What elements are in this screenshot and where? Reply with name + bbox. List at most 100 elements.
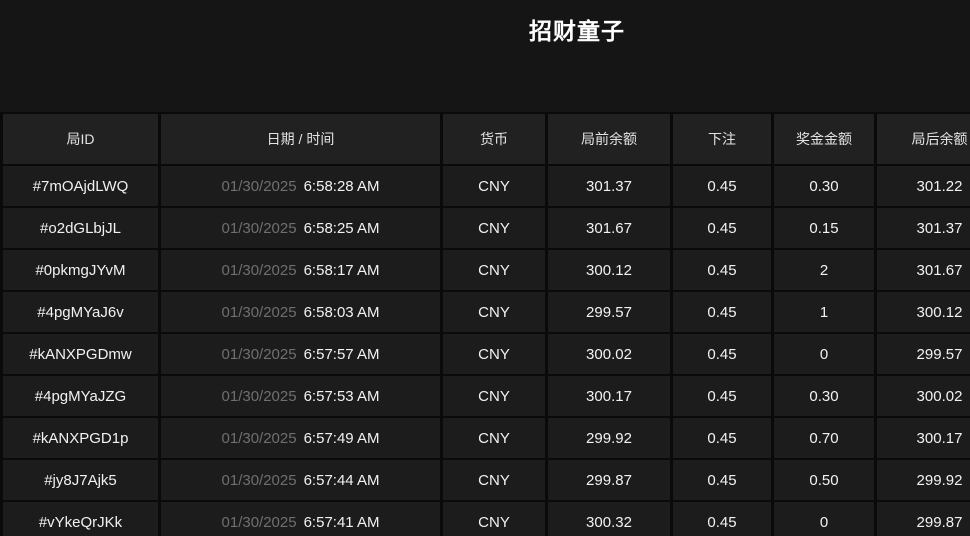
round-id-cell: #kANXPGDmw [0,332,161,376]
datetime-cell: 01/30/2025 6:57:44 AM [158,458,443,502]
history-table: 局ID 日期 / 时间 货币 局前余额 下注 奖金金额 局后余额 #7mOAjd… [0,112,970,536]
balance-before-cell: 299.92 [545,416,673,460]
datetime-cell: 01/30/2025 6:58:25 AM [158,206,443,250]
table-header-row: 局ID 日期 / 时间 货币 局前余额 下注 奖金金额 局后余额 [0,112,970,166]
round-id-cell: #kANXPGD1p [0,416,161,460]
column-header-round-id: 局ID [0,112,161,166]
currency-cell: CNY [440,416,548,460]
column-header-currency: 货币 [440,112,548,166]
datetime-cell: 01/30/2025 6:57:49 AM [158,416,443,460]
history-table-container: 局ID 日期 / 时间 货币 局前余额 下注 奖金金额 局后余额 #7mOAjd… [0,112,970,536]
balance-before-cell: 300.17 [545,374,673,418]
balance-after-cell: 300.17 [874,416,970,460]
balance-after-cell: 301.37 [874,206,970,250]
round-id-cell: #vYkeQrJKk [0,500,161,536]
balance-after-cell: 301.22 [874,164,970,208]
table-row: #7mOAjdLWQ 01/30/2025 6:58:28 AM CNY 301.… [0,164,970,208]
table-row: #jy8J7Ajk5 01/30/2025 6:57:44 AM CNY 299.… [0,458,970,502]
balance-after-cell: 299.87 [874,500,970,536]
round-id-cell: #7mOAjdLWQ [0,164,161,208]
bet-cell: 0.45 [670,290,774,334]
date-text: 01/30/2025 [221,513,297,531]
column-header-prize: 奖金金额 [771,112,877,166]
table-row: #kANXPGD1p 01/30/2025 6:57:49 AM CNY 299.… [0,416,970,460]
time-text: 6:58:17 AM [303,261,380,279]
bet-cell: 0.45 [670,416,774,460]
date-text: 01/30/2025 [221,177,297,195]
balance-before-cell: 301.37 [545,164,673,208]
time-text: 6:57:44 AM [303,471,380,489]
bet-cell: 0.45 [670,458,774,502]
currency-cell: CNY [440,374,548,418]
balance-after-cell: 299.92 [874,458,970,502]
prize-cell: 0.30 [771,374,877,418]
date-text: 01/30/2025 [221,261,297,279]
round-id-cell: #0pkmgJYvM [0,248,161,292]
time-text: 6:57:57 AM [303,345,380,363]
column-header-balance-before: 局前余额 [545,112,673,166]
date-text: 01/30/2025 [221,429,297,447]
datetime-cell: 01/30/2025 6:57:57 AM [158,332,443,376]
title-bar: 招财童子 [0,0,970,112]
datetime-cell: 01/30/2025 6:58:17 AM [158,248,443,292]
time-text: 6:58:28 AM [303,177,380,195]
balance-before-cell: 300.02 [545,332,673,376]
currency-cell: CNY [440,164,548,208]
time-text: 6:57:49 AM [303,429,380,447]
round-id-cell: #4pgMYaJZG [0,374,161,418]
datetime-cell: 01/30/2025 6:58:03 AM [158,290,443,334]
time-text: 6:58:25 AM [303,219,380,237]
balance-after-cell: 301.67 [874,248,970,292]
bet-cell: 0.45 [670,332,774,376]
table-row: #4pgMYaJ6v 01/30/2025 6:58:03 AM CNY 299.… [0,290,970,334]
table-row: #kANXPGDmw 01/30/2025 6:57:57 AM CNY 300.… [0,332,970,376]
datetime-cell: 01/30/2025 6:57:41 AM [158,500,443,536]
datetime-cell: 01/30/2025 6:58:28 AM [158,164,443,208]
currency-cell: CNY [440,206,548,250]
bet-cell: 0.45 [670,248,774,292]
currency-cell: CNY [440,332,548,376]
table-row: #0pkmgJYvM 01/30/2025 6:58:17 AM CNY 300.… [0,248,970,292]
prize-cell: 1 [771,290,877,334]
column-header-datetime: 日期 / 时间 [158,112,443,166]
prize-cell: 2 [771,248,877,292]
date-text: 01/30/2025 [221,471,297,489]
bet-cell: 0.45 [670,164,774,208]
time-text: 6:57:53 AM [303,387,380,405]
prize-cell: 0 [771,332,877,376]
round-id-cell: #4pgMYaJ6v [0,290,161,334]
balance-before-cell: 299.57 [545,290,673,334]
balance-after-cell: 300.02 [874,374,970,418]
balance-before-cell: 301.67 [545,206,673,250]
date-text: 01/30/2025 [221,387,297,405]
balance-before-cell: 299.87 [545,458,673,502]
date-text: 01/30/2025 [221,345,297,363]
currency-cell: CNY [440,290,548,334]
date-text: 01/30/2025 [221,219,297,237]
date-text: 01/30/2025 [221,303,297,321]
prize-cell: 0.50 [771,458,877,502]
datetime-cell: 01/30/2025 6:57:53 AM [158,374,443,418]
currency-cell: CNY [440,500,548,536]
currency-cell: CNY [440,248,548,292]
balance-before-cell: 300.32 [545,500,673,536]
prize-cell: 0.15 [771,206,877,250]
bet-cell: 0.45 [670,374,774,418]
round-id-cell: #jy8J7Ajk5 [0,458,161,502]
column-header-balance-after: 局后余额 [874,112,970,166]
table-row: #vYkeQrJKk 01/30/2025 6:57:41 AM CNY 300.… [0,500,970,536]
bet-cell: 0.45 [670,206,774,250]
time-text: 6:57:41 AM [303,513,380,531]
prize-cell: 0.70 [771,416,877,460]
round-id-cell: #o2dGLbjJL [0,206,161,250]
page-title: 招财童子 [529,18,625,44]
bet-cell: 0.45 [670,500,774,536]
prize-cell: 0 [771,500,877,536]
column-header-bet: 下注 [670,112,774,166]
balance-after-cell: 299.57 [874,332,970,376]
currency-cell: CNY [440,458,548,502]
balance-before-cell: 300.12 [545,248,673,292]
balance-after-cell: 300.12 [874,290,970,334]
time-text: 6:58:03 AM [303,303,380,321]
